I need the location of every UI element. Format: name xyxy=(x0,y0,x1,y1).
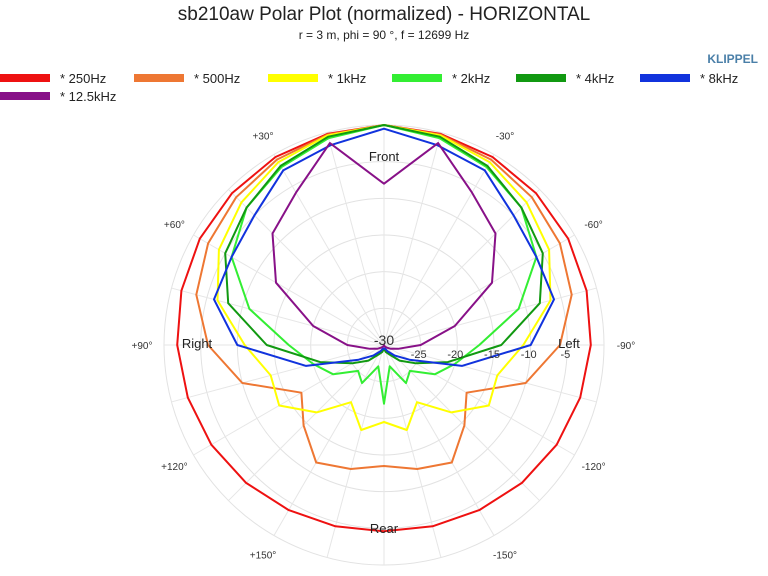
angle-tick-label: 0° xyxy=(379,108,389,110)
legend-label: * 12.5kHz xyxy=(60,88,117,104)
radius-tick-label: -20 xyxy=(447,349,463,361)
grid-spoke xyxy=(383,132,442,346)
radius-tick-label: -25 xyxy=(411,349,427,361)
chart-subtitle: r = 3 m, phi = 90 °, f = 12699 Hz xyxy=(298,28,470,42)
angle-tick-label: -150° xyxy=(493,551,517,562)
legend-label: * 1kHz xyxy=(328,70,367,86)
grid-spoke xyxy=(383,287,597,346)
grid-spoke xyxy=(326,344,385,558)
legend-swatch xyxy=(516,74,566,82)
grid-spoke xyxy=(273,344,385,536)
legend-swatch xyxy=(0,74,50,82)
polar-plot: Front Rear Left Right -30 -25 -20 -15 -10 -5 0… xyxy=(132,108,636,566)
legend-swatch xyxy=(640,74,690,82)
series-line-500hz xyxy=(195,124,573,470)
angle-tick-label: +120° xyxy=(161,462,188,473)
legend-item-250hz: * 250Hz xyxy=(0,70,106,86)
legend: * 250Hz * 500Hz * 1kHz * 2kHz * 4kHz * 8… xyxy=(0,70,768,106)
legend-swatch xyxy=(0,92,50,100)
legend-label: * 2kHz xyxy=(452,70,491,86)
grid-spoke xyxy=(383,344,540,501)
grid-spoke xyxy=(193,234,385,346)
series-line-8khz xyxy=(213,127,555,367)
legend-item-4khz: * 4kHz xyxy=(516,70,614,86)
angle-tick-label: -60° xyxy=(584,220,602,231)
grid-spoke xyxy=(228,344,385,501)
angle-tick-label: -30° xyxy=(496,131,514,142)
grid-spoke xyxy=(383,344,495,536)
radius-tick-label: -30 xyxy=(374,332,394,348)
axis-labels: Front Rear Left Right -30 -25 -20 -15 -10 -5 0… xyxy=(132,108,636,562)
brand-logo: KLIPPEL xyxy=(707,52,758,66)
chart-title: sb210aw Polar Plot (normalized) - HORIZO… xyxy=(177,4,591,25)
grid-spoke xyxy=(171,287,385,346)
legend-item-2khz: * 2kHz xyxy=(392,70,490,86)
legend-label: * 250Hz xyxy=(60,70,107,86)
grid-spoke xyxy=(383,189,540,346)
direction-label-front: Front xyxy=(369,149,400,164)
legend-swatch xyxy=(134,74,184,82)
angle-tick-label: +150° xyxy=(250,551,277,562)
series-line-1khz xyxy=(216,124,552,431)
direction-label-rear: Rear xyxy=(370,521,399,536)
radius-tick-label: -5 xyxy=(560,349,570,361)
legend-label: * 8kHz xyxy=(700,70,739,86)
radius-tick-label: -10 xyxy=(521,349,537,361)
legend-swatch xyxy=(268,74,318,82)
legend-item-500hz: * 500Hz xyxy=(134,70,240,86)
legend-swatch xyxy=(392,74,442,82)
legend-label: * 4kHz xyxy=(576,70,615,86)
legend-item-8khz: * 8kHz xyxy=(640,70,738,86)
grid-spoke xyxy=(383,234,575,346)
grid-spoke xyxy=(383,344,597,403)
grid-spoke xyxy=(383,344,442,558)
grid-spoke xyxy=(273,154,385,346)
legend-item-1khz: * 1kHz xyxy=(268,70,366,86)
series-line-250hz xyxy=(176,124,592,533)
legend-label: * 500Hz xyxy=(194,70,241,86)
series-line-12-5khz xyxy=(271,142,497,350)
angle-tick-label: -120° xyxy=(582,462,606,473)
grid-spoke xyxy=(171,344,385,403)
angle-tick-label: +90° xyxy=(132,341,153,352)
angle-tick-label: -90° xyxy=(617,341,635,352)
direction-label-right: Right xyxy=(182,336,213,351)
direction-label-left: Left xyxy=(558,336,580,351)
grid-spoke xyxy=(326,132,385,346)
legend-item-12-5khz: * 12.5kHz xyxy=(0,88,116,104)
grid-spoke xyxy=(383,154,495,346)
angle-tick-label: +60° xyxy=(164,220,185,231)
radius-tick-label: -15 xyxy=(484,349,500,361)
grid-spoke xyxy=(228,189,385,346)
series-layer xyxy=(176,124,592,533)
angle-tick-label: +30° xyxy=(253,131,274,142)
